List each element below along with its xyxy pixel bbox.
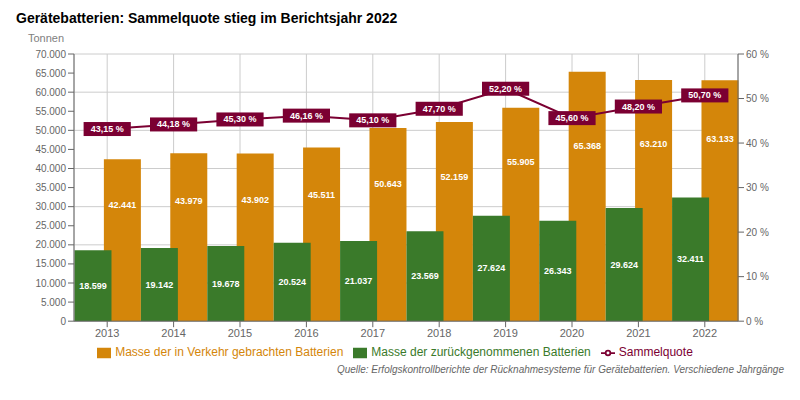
- svg-text:60.000: 60.000: [35, 87, 66, 98]
- svg-text:0: 0: [60, 316, 66, 327]
- svg-text:27.624: 27.624: [478, 263, 506, 273]
- svg-text:65.000: 65.000: [35, 68, 66, 79]
- svg-text:2015: 2015: [228, 327, 252, 339]
- svg-text:23.569: 23.569: [411, 271, 439, 281]
- svg-text:43.979: 43.979: [175, 196, 203, 206]
- svg-text:55.905: 55.905: [507, 157, 535, 167]
- svg-text:30.000: 30.000: [35, 201, 66, 212]
- svg-text:50.643: 50.643: [374, 179, 402, 189]
- svg-text:43,15 %: 43,15 %: [91, 124, 124, 134]
- svg-text:45,30 %: 45,30 %: [223, 114, 256, 124]
- svg-text:52,20 %: 52,20 %: [489, 84, 522, 94]
- svg-text:2019: 2019: [493, 327, 517, 339]
- html-text:Gerätebatterien: Sammelquote s: Gerätebatterien: Sammelquote stieg im Be…: [16, 10, 398, 26]
- svg-text:45,60 %: 45,60 %: [555, 113, 588, 123]
- svg-text:70.000: 70.000: [35, 49, 66, 60]
- html-text:Sammelquote: Sammelquote: [618, 345, 693, 360]
- svg-text:29.624: 29.624: [610, 260, 638, 270]
- svg-text:20.524: 20.524: [278, 277, 306, 287]
- svg-text:50,70 %: 50,70 %: [688, 90, 721, 100]
- svg-text:2021: 2021: [626, 327, 650, 339]
- svg-text:5.000: 5.000: [41, 297, 66, 308]
- svg-text:65.368: 65.368: [573, 141, 601, 151]
- svg-text:2022: 2022: [693, 327, 717, 339]
- svg-text:45.000: 45.000: [35, 144, 66, 155]
- svg-text:45.511: 45.511: [308, 190, 335, 200]
- svg-text:2013: 2013: [95, 327, 119, 339]
- svg-text:2020: 2020: [560, 327, 584, 339]
- svg-text:21.037: 21.037: [345, 276, 373, 286]
- svg-text:10.000: 10.000: [35, 278, 66, 289]
- svg-text:2014: 2014: [161, 327, 185, 339]
- svg-text:40.000: 40.000: [35, 163, 66, 174]
- svg-text:10 %: 10 %: [746, 271, 769, 282]
- svg-text:52.159: 52.159: [441, 172, 469, 182]
- svg-text:19.142: 19.142: [146, 280, 174, 290]
- svg-text:32.411: 32.411: [677, 254, 704, 264]
- svg-text:50 %: 50 %: [746, 93, 769, 104]
- svg-text:46,16 %: 46,16 %: [290, 111, 323, 121]
- svg-text:2016: 2016: [294, 327, 318, 339]
- svg-text:45,10 %: 45,10 %: [356, 115, 389, 125]
- svg-text:48,20 %: 48,20 %: [622, 102, 655, 112]
- svg-text:25.000: 25.000: [35, 220, 66, 231]
- svg-text:15.000: 15.000: [35, 258, 66, 269]
- html-text:Masse der in Verkehr gebrachte: Masse der in Verkehr gebrachten Batterie…: [115, 345, 344, 360]
- svg-text:43.902: 43.902: [241, 195, 269, 205]
- svg-text:50.000: 50.000: [35, 125, 66, 136]
- svg-text:18.599: 18.599: [79, 281, 107, 291]
- svg-text:19.678: 19.678: [212, 279, 240, 289]
- svg-text:2018: 2018: [427, 327, 451, 339]
- svg-text:Tonnen: Tonnen: [28, 32, 64, 44]
- svg-text:26.343: 26.343: [544, 266, 572, 276]
- svg-text:63.133: 63.133: [706, 134, 734, 144]
- svg-text:2017: 2017: [361, 327, 385, 339]
- svg-text:40 %: 40 %: [746, 138, 769, 149]
- svg-text:30 %: 30 %: [746, 182, 769, 193]
- svg-text:20 %: 20 %: [746, 227, 769, 238]
- svg-text:42.441: 42.441: [109, 200, 137, 210]
- svg-text:35.000: 35.000: [35, 182, 66, 193]
- html-text:Quelle: Erfolgskontrollbericht: Quelle: Erfolgskontrollberichte der Rück…: [336, 364, 784, 375]
- svg-text:44,18 %: 44,18 %: [157, 119, 190, 129]
- svg-text:63.210: 63.210: [640, 139, 668, 149]
- html-text:Masse der zurückgenommenen Bat: Masse der zurückgenommenen Batterien: [371, 345, 591, 360]
- svg-text:0 %: 0 %: [746, 316, 763, 327]
- svg-text:20.000: 20.000: [35, 239, 66, 250]
- svg-text:55.000: 55.000: [35, 106, 66, 117]
- svg-text:60 %: 60 %: [746, 49, 769, 60]
- svg-text:47,70 %: 47,70 %: [423, 104, 456, 114]
